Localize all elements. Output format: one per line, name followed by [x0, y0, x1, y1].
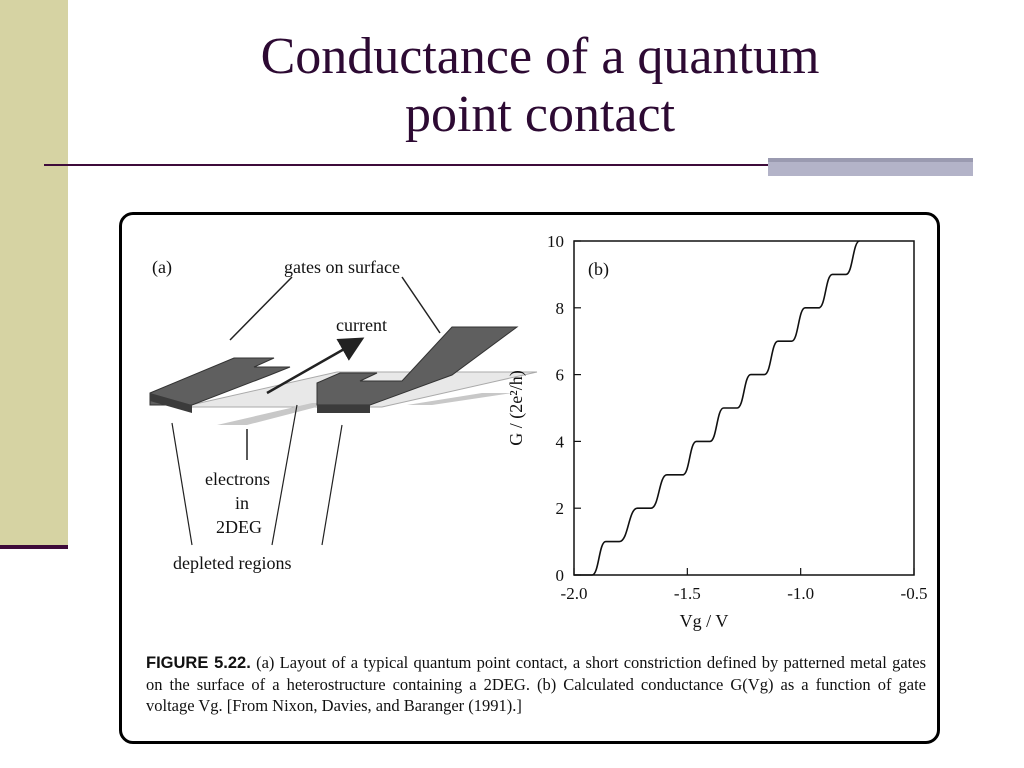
- y-tick-label: 8: [556, 299, 565, 318]
- slide-title: Conductance of a quantum point contact: [180, 28, 900, 144]
- gate-right-side: [317, 405, 370, 413]
- side-accent-line: [0, 545, 68, 549]
- current-label: current: [336, 315, 387, 335]
- y-axis-label: G / (2e²/h): [506, 370, 527, 445]
- y-tick-label: 4: [556, 432, 565, 451]
- depleted-region-left: [217, 403, 332, 425]
- depleted-region-right: [407, 393, 512, 405]
- panel-a-label: (a): [152, 257, 172, 278]
- gate-pointer-right: [401, 276, 441, 334]
- figure-number: FIGURE 5.22.: [146, 654, 251, 672]
- electrons-label-2deg: 2DEG: [216, 517, 262, 537]
- depleted-pointer-1: [171, 422, 193, 546]
- electrons-label: electrons: [205, 469, 270, 489]
- current-arrow: [266, 337, 365, 395]
- title-rule-accent: [768, 158, 973, 176]
- figure-caption: FIGURE 5.22. (a) Layout of a typical qua…: [146, 652, 926, 716]
- y-tick-label: 6: [556, 366, 565, 385]
- y-tick-label: 10: [547, 232, 564, 251]
- gate-pointer-left: [229, 276, 293, 341]
- title-line-1: Conductance of a quantum: [260, 28, 820, 85]
- x-tick-label: -0.5: [901, 584, 928, 603]
- series-line: [574, 240, 861, 576]
- title-line-2: point contact: [404, 86, 676, 143]
- side-accent-bar: [0, 0, 68, 545]
- title-rule: [44, 164, 768, 166]
- x-tick-label: -1.0: [787, 584, 814, 603]
- plot-frame: [573, 240, 915, 576]
- gate-left-side: [150, 393, 192, 413]
- panel-b-chart: (b) Vg / V G / (2e²/h) 0 2 4 6 8 10 -2.0 -1.5 -1…: [506, 232, 927, 631]
- y-tick-label: 0: [556, 566, 565, 585]
- gates-label: gates on surface: [284, 257, 400, 277]
- x-axis-label: Vg / V: [680, 611, 729, 631]
- depleted-pointer-2: [271, 404, 298, 546]
- panel-a: (a) gates on surface current: [149, 257, 538, 573]
- panel-b-label: (b): [588, 259, 609, 280]
- electrons-label-in: in: [235, 493, 249, 513]
- caption-text: (a) Layout of a typical quantum point co…: [146, 653, 926, 715]
- x-tick-label: -1.5: [674, 584, 701, 603]
- depleted-label: depleted regions: [173, 553, 291, 573]
- axis-ticks: 0 2 4 6 8 10 -2.0 -1.5 -1.0 -0.5: [547, 232, 927, 603]
- y-tick-label: 2: [556, 499, 565, 518]
- figure-canvas: (a) gates on surface current: [149, 232, 927, 631]
- figure-frame: (a) gates on surface current: [119, 212, 940, 744]
- x-tick-label: -2.0: [561, 584, 588, 603]
- depleted-pointer-3: [321, 424, 343, 546]
